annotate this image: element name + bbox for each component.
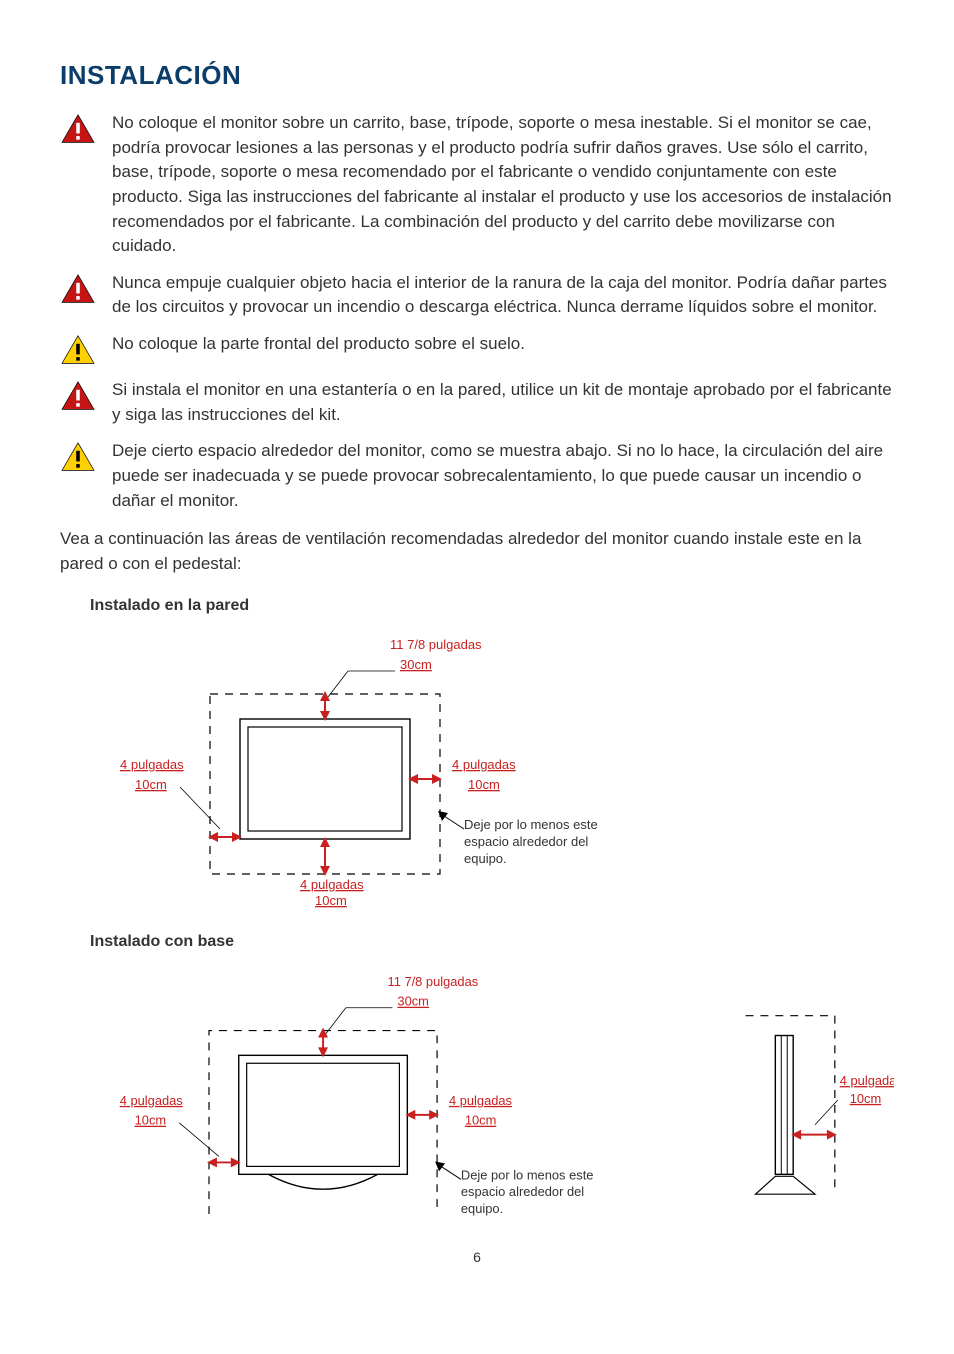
warning-icon: [60, 113, 96, 145]
warning-text: Nunca empuje cualquier objeto hacia el i…: [112, 271, 894, 320]
diagram1-title: Instalado en la pared: [90, 597, 894, 615]
warning-row: No coloque la parte frontal del producto…: [60, 332, 894, 366]
diagram2-title: Instalado con base: [90, 933, 894, 951]
left-label-cm: 10cm: [135, 777, 167, 792]
warning-row: Deje cierto espacio alrededor del monito…: [60, 439, 894, 513]
clearance-note-b: Deje por lo menos este espacio alrededor…: [461, 1167, 606, 1217]
left-label-cm-b: 10cm: [135, 1112, 166, 1127]
warning-row: Si instala el monitor en una estantería …: [60, 378, 894, 427]
top-label-cm-b: 30cm: [397, 993, 428, 1008]
top-label-cm: 30cm: [400, 657, 432, 672]
warning-row: No coloque el monitor sobre un carrito, …: [60, 111, 894, 259]
warning-icon: [60, 334, 96, 366]
warning-text: No coloque la parte frontal del producto…: [112, 332, 894, 357]
warning-row: Nunca empuje cualquier objeto hacia el i…: [60, 271, 894, 320]
bottom-label-in: 4 pulgadas: [300, 877, 364, 892]
page-number: 6: [60, 1249, 894, 1265]
top-label-in-b: 11 7/8 pulgadas: [388, 974, 479, 989]
bottom-label-cm: 10cm: [315, 893, 347, 908]
warning-icon: [60, 380, 96, 412]
right-label-cm-b: 10cm: [465, 1112, 496, 1127]
warning-text: Deje cierto espacio alrededor del monito…: [112, 439, 894, 513]
diagram-desk-mount: 11 7/8 pulgadas 30cm 4 pulgadas 10cm 4 p…: [90, 965, 894, 1225]
page-title: INSTALACIÓN: [60, 60, 894, 91]
right-label-cm: 10cm: [468, 777, 500, 792]
warning-icon: [60, 273, 96, 305]
warning-text: Si instala el monitor en una estantería …: [112, 378, 894, 427]
left-label-in-b: 4 pulgadas: [120, 1093, 183, 1108]
side-label-cm: 10cm: [849, 1091, 880, 1106]
clearance-note: Deje por lo menos este espacio alrededor…: [464, 817, 610, 868]
right-label-in-b: 4 pulgadas: [449, 1093, 512, 1108]
warning-icon: [60, 441, 96, 473]
top-label-in: 11 7/8 pulgadas: [390, 637, 482, 652]
left-label-in: 4 pulgadas: [120, 757, 184, 772]
right-label-in: 4 pulgadas: [452, 757, 516, 772]
lead-paragraph: Vea a continuación las áreas de ventilac…: [60, 527, 894, 576]
diagram-wall-mount: 11 7/8 pulgadas 30cm 4 pulgadas 10cm 4 p…: [90, 629, 894, 909]
warning-text: No coloque el monitor sobre un carrito, …: [112, 111, 894, 259]
side-label-in: 4 pulgadas: [839, 1073, 894, 1088]
